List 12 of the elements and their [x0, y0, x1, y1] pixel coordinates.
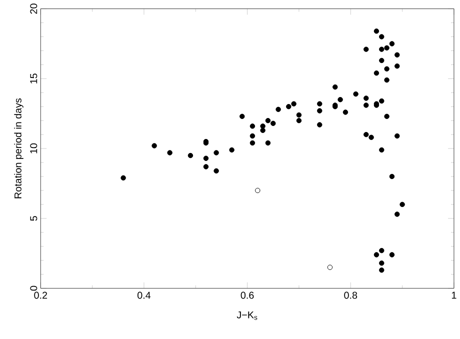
y-tick-label: 5 — [30, 216, 38, 221]
y-tick-label: 10 — [30, 144, 38, 154]
x-tick-label: 1 — [452, 292, 456, 299]
y-tick-label: 20 — [30, 4, 38, 14]
x-axis-title: J−K$_{s}$ — [236, 312, 258, 320]
x-tick-label: 0.4 — [138, 292, 151, 299]
y-tick-label: 15 — [30, 74, 38, 84]
y-tick-label: 0 — [30, 286, 38, 291]
x-tick-label: 0.8 — [344, 292, 358, 299]
y-axis-title: Rotation period in days — [14, 98, 24, 198]
x-tick-label: 0.6 — [240, 292, 254, 299]
x-tick-label: 0.2 — [34, 292, 48, 299]
